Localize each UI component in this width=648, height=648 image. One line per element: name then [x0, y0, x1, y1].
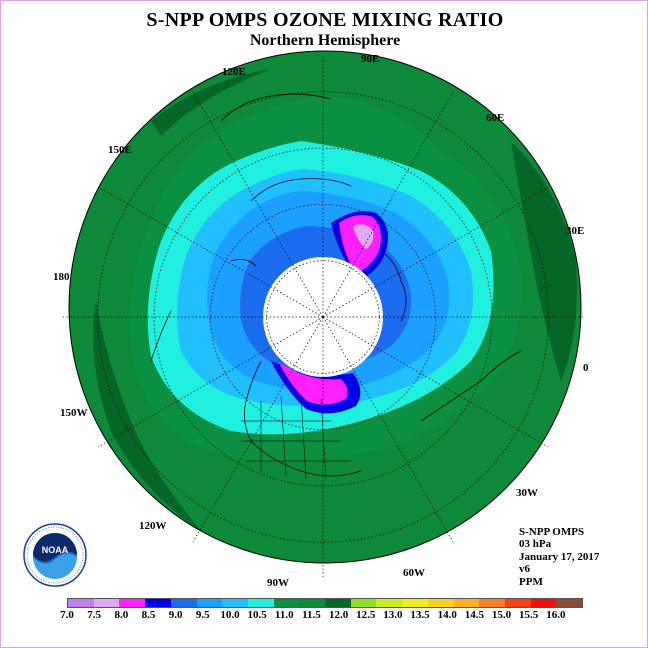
colorbar-tick-label: 8.5	[141, 609, 156, 621]
meridian-line	[322, 316, 549, 448]
colorbar-tick-label: 9.0	[168, 609, 183, 621]
colorbar-tick-label: 7.0	[60, 609, 74, 621]
colorbar-tick-label: 15.5	[519, 609, 539, 621]
graticule	[63, 57, 583, 577]
coastlines	[150, 93, 522, 480]
colorbar-swatch	[376, 599, 403, 607]
colorbar-swatch	[504, 599, 531, 607]
colorbar-swatch	[170, 599, 197, 607]
colorbar-tick-label: 15.0	[491, 609, 512, 621]
info-date: January 17, 2017	[519, 550, 600, 563]
colorbar-swatch	[530, 599, 557, 607]
info-instrument: S-NPP OMPS	[519, 526, 585, 538]
colorbar-swatch	[325, 599, 351, 607]
colorbar-labels: 7.0 7.5 8.0 8.5 9.0 9.5 10.0 10.5 11.0 11.5 12.0 12…	[1, 609, 647, 623]
info-level: 03 hPa	[519, 538, 552, 551]
colorbar-tick-label: 12.0	[328, 609, 349, 621]
colorbar-tick-label: 10.0	[220, 609, 240, 621]
lon-label-150e: 150E	[108, 144, 132, 156]
state-borders	[241, 395, 351, 480]
colorbar-tick-label: 11.0	[274, 609, 294, 621]
meridian-line	[97, 316, 324, 448]
colorbar-swatch	[556, 599, 583, 607]
colorbar-tick-label: 8.0	[114, 609, 129, 621]
colorbar-swatch	[68, 599, 94, 607]
colorbar-swatch	[479, 599, 505, 607]
lon-label-120e: 120E	[222, 66, 246, 78]
map-info-block: S-NPP OMPS 03 hPa January 17, 2017 v6 PP…	[519, 526, 599, 588]
field-band-12-0-north	[151, 69, 271, 136]
colorbar-swatch	[350, 599, 377, 607]
meridian-line	[322, 91, 454, 318]
lon-label-180: 180	[53, 271, 70, 283]
lon-label-0: 0	[583, 362, 589, 374]
colorbar-tick-label: 7.5	[87, 609, 102, 621]
colorbar-swatch	[453, 599, 480, 607]
meridian-line	[97, 186, 324, 318]
map-title: S-NPP OMPS OZONE MIXING RATIO	[146, 9, 504, 31]
field-band-12-0-west	[93, 301, 201, 531]
colorbar-swatch	[402, 599, 428, 607]
info-units: PPM	[519, 575, 543, 588]
lon-label-30e: 30E	[566, 225, 584, 237]
lon-label-90e: 90E	[361, 53, 379, 65]
lon-label-60w: 60W	[403, 567, 425, 579]
colorbar-tick-label: 16.0	[546, 609, 566, 621]
noaa-logo: NOAA	[23, 523, 87, 587]
colorbar-swatch	[273, 599, 300, 607]
lon-label-90w: 90W	[267, 577, 289, 589]
latitude-circle	[153, 147, 493, 487]
colorbar-tick-label: 13.5	[410, 609, 430, 621]
colorbar-tick-label: 14.5	[464, 609, 484, 621]
ozone-field	[69, 51, 581, 563]
colorbar-swatch	[299, 599, 326, 607]
lon-label-60e: 60E	[486, 112, 504, 124]
colorbar-swatch	[145, 599, 171, 607]
latitude-circle	[210, 204, 436, 430]
lon-label-120w: 120W	[139, 520, 167, 532]
info-version: v6	[519, 563, 530, 576]
colorbar-swatch	[222, 599, 248, 607]
field-band-8-0-b	[279, 363, 348, 405]
meridian-line	[322, 316, 454, 543]
meridian-line	[192, 91, 324, 318]
colorbar-tick-label: 10.5	[247, 609, 267, 621]
colorbar-swatch	[247, 599, 274, 607]
map-subtitle: Northern Hemisphere	[249, 32, 401, 49]
lon-label-30w: 30W	[516, 487, 538, 499]
lon-label-150w: 150W	[60, 407, 88, 419]
colorbar-swatch	[93, 599, 120, 607]
meridian-line	[192, 316, 324, 543]
colorbar	[67, 598, 583, 608]
colorbar-swatch	[427, 599, 454, 607]
map-boundary	[68, 50, 582, 564]
meridian-line	[322, 186, 549, 318]
colorbar-tick-label: 9.5	[195, 609, 210, 621]
colorbar-tick-label: 14.0	[437, 609, 457, 621]
colorbar-tick-label: 12.5	[356, 609, 376, 621]
noaa-logo-text: NOAA	[42, 545, 69, 555]
field-band-12-0-east	[511, 141, 577, 381]
colorbar-tick-label: 11.5	[302, 609, 321, 621]
latitude-circle	[97, 91, 549, 543]
colorbar-swatch	[196, 599, 223, 607]
colorbar-swatch	[119, 599, 146, 607]
field-band-7-5	[353, 224, 374, 249]
colorbar-tick-label: 13.0	[383, 609, 403, 621]
